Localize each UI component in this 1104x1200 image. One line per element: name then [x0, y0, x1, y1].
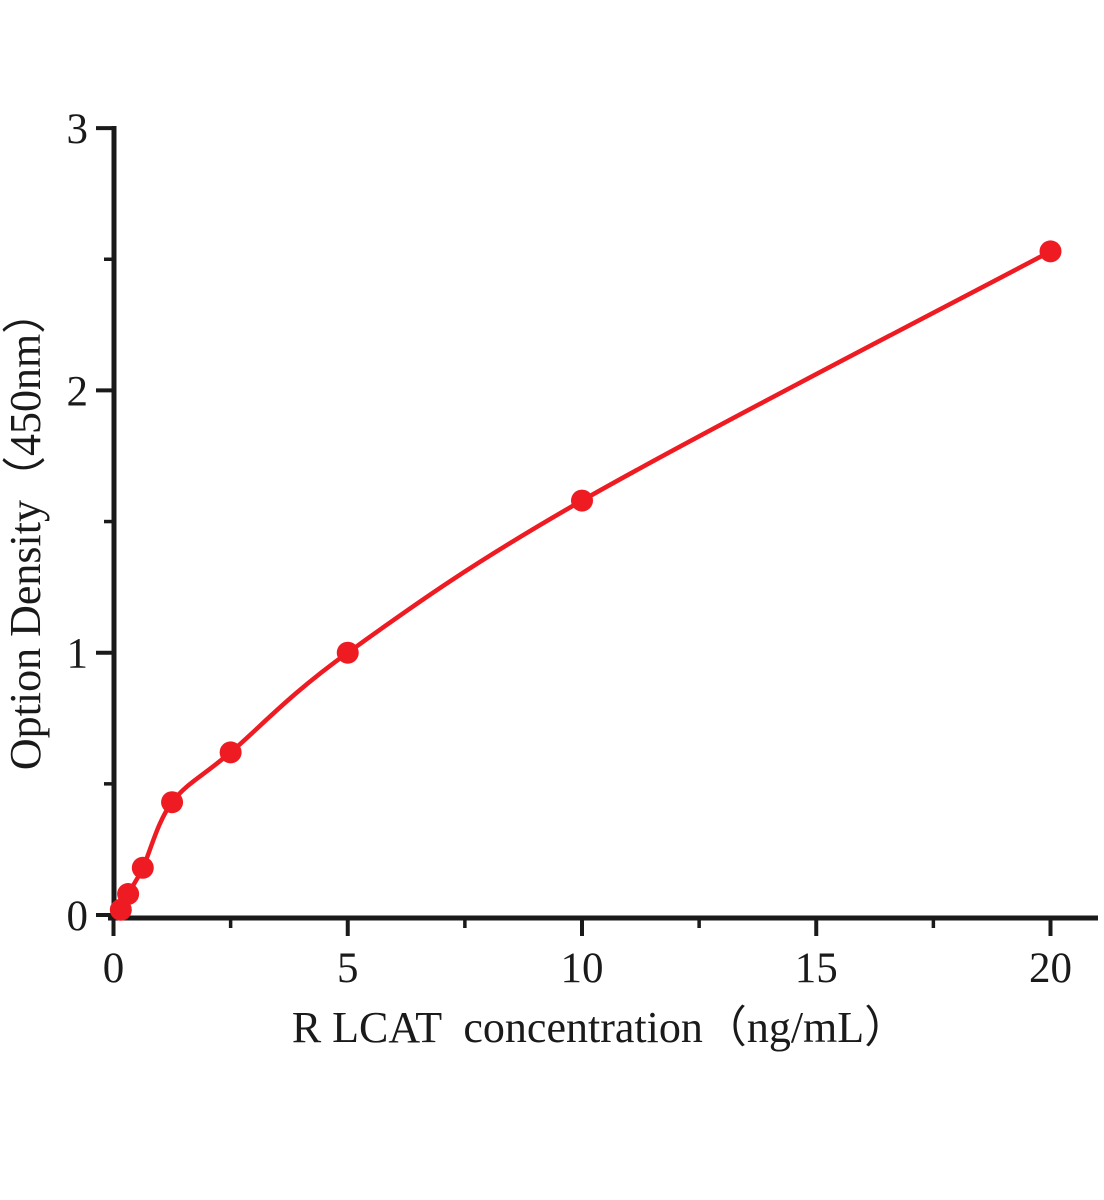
x-axis-ticks — [111, 918, 1053, 936]
standard-curve-line — [118, 249, 1053, 913]
y-axis-ticks — [96, 126, 114, 917]
x-tick-label: 20 — [1029, 945, 1072, 992]
data-point-marker — [117, 883, 140, 906]
data-point-marker — [1039, 240, 1062, 263]
y-tick-label: 1 — [67, 631, 89, 678]
x-axis-tick-labels: 0 5 10 15 20 — [103, 945, 1072, 992]
data-point-marker — [161, 791, 184, 814]
y-tick-label: 3 — [67, 106, 89, 153]
x-tick-label: 10 — [561, 945, 604, 992]
y-tick-label: 0 — [67, 893, 89, 940]
y-axis-title: Option Density（450nm） — [1, 290, 50, 770]
x-tick-label: 5 — [337, 945, 359, 992]
x-tick-label: 15 — [795, 945, 838, 992]
data-point-marker — [219, 741, 242, 764]
data-point-marker — [336, 641, 359, 664]
y-axis-tick-labels: 0 1 2 3 — [67, 106, 89, 940]
x-axis-title: R LCAT concentration（ng/mL） — [292, 1003, 908, 1052]
data-point-marker — [571, 489, 593, 512]
x-tick-label: 0 — [103, 945, 125, 992]
y-tick-label: 2 — [67, 368, 89, 415]
data-points — [109, 240, 1062, 921]
data-point-marker — [131, 856, 154, 879]
